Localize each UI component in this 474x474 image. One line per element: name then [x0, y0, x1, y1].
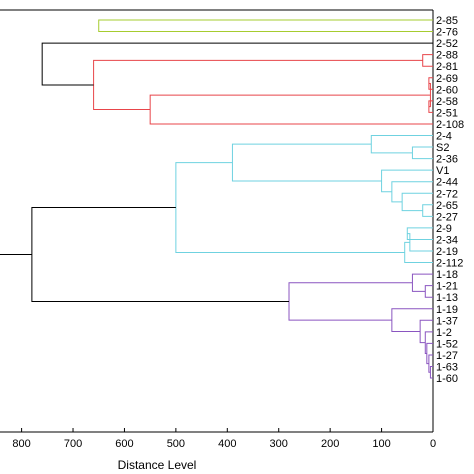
dendrogram-link [419, 319, 433, 344]
x-tick-label: 700 [64, 438, 82, 450]
leaf-label: 1-21 [436, 281, 458, 293]
x-tick-label: 300 [270, 438, 288, 450]
x-tick-label: 400 [218, 438, 236, 450]
leaf-label: 2-52 [436, 38, 458, 50]
dendrogram-links [0, 19, 433, 379]
dendrogram-link [288, 282, 413, 321]
leaf-label: V1 [436, 165, 449, 177]
x-axis-title: Distance Level [118, 458, 197, 472]
dendrogram-link [98, 19, 433, 33]
dendrogram-link [175, 162, 405, 253]
dendrogram-link [411, 146, 433, 160]
leaf-label: 2-27 [436, 211, 458, 223]
dendrogram-link [391, 181, 433, 203]
leaf-label: 2-112 [436, 258, 463, 270]
dendrogram-link [428, 83, 431, 108]
leaf-label: 1-60 [436, 373, 458, 385]
dendrogram-link [401, 192, 433, 212]
leaf-label: 2-4 [436, 131, 452, 143]
leaf-label: 2-88 [436, 50, 458, 62]
dendrogram-link [428, 354, 433, 373]
leaf-label: 1-37 [436, 315, 458, 327]
x-tick-label: 800 [12, 438, 30, 450]
dendrogram-link [422, 204, 433, 217]
leaf-label: 2-58 [436, 96, 458, 108]
dendrogram-link [370, 135, 433, 154]
dendrogram-link [391, 308, 433, 332]
x-axis-ticks: 800 700 600 500 400 300 200 100 0 [12, 428, 436, 450]
dendrogram-link [381, 169, 433, 193]
leaf-label: 1-63 [436, 362, 458, 374]
x-tick-label: 600 [115, 438, 133, 450]
leaf-label: 2-72 [436, 188, 458, 200]
leaf-label: 2-34 [436, 234, 458, 246]
leaf-label: 1-13 [436, 292, 458, 304]
x-tick-label: 0 [430, 438, 436, 450]
dendrogram-link [424, 285, 433, 298]
leaf-label: 2-19 [436, 246, 458, 258]
dendrogram-link [149, 94, 433, 125]
plot-frame [0, 9, 434, 433]
x-tick-label: 500 [167, 438, 185, 450]
leaf-label: 2-9 [436, 223, 452, 235]
dendrogram-link [426, 342, 433, 365]
leaf-label: 1-18 [436, 269, 458, 281]
leaf-label: 2-51 [436, 107, 458, 119]
leaf-label: 1-19 [436, 304, 458, 316]
leaf-label: 2-85 [436, 15, 458, 27]
leaf-label: 1-52 [436, 338, 458, 350]
dendrogram-link [411, 273, 433, 292]
dendrogram-link [429, 366, 433, 379]
x-tick-label: 100 [372, 438, 390, 450]
leaf-label: 2-36 [436, 154, 458, 166]
leaf-label: 2-65 [436, 200, 458, 212]
leaf-label: 2-108 [436, 119, 464, 131]
dendrogram-link [31, 207, 290, 302]
leaf-label: 2-81 [436, 61, 458, 73]
leaf-label: 2-69 [436, 73, 458, 85]
dendrogram-link [406, 227, 433, 240]
leaf-label: 2-60 [436, 84, 458, 96]
leaf-label: S2 [436, 142, 449, 154]
leaf-label: 1-2 [436, 327, 452, 339]
dendrogram-link [231, 143, 382, 182]
leaf-labels: 2-852-762-522-882-812-692-602-582-512-10… [436, 15, 464, 385]
leaf-label: 2-76 [436, 27, 458, 39]
dendrogram-link [41, 42, 433, 86]
dendrogram-link [404, 241, 433, 264]
dendrogram-link [422, 54, 433, 67]
leaf-label: 1-27 [436, 350, 458, 362]
dendrogram-link [407, 233, 433, 252]
leaf-label: 2-44 [436, 177, 458, 189]
x-tick-label: 200 [321, 438, 339, 450]
dendrogram-link [93, 59, 423, 111]
